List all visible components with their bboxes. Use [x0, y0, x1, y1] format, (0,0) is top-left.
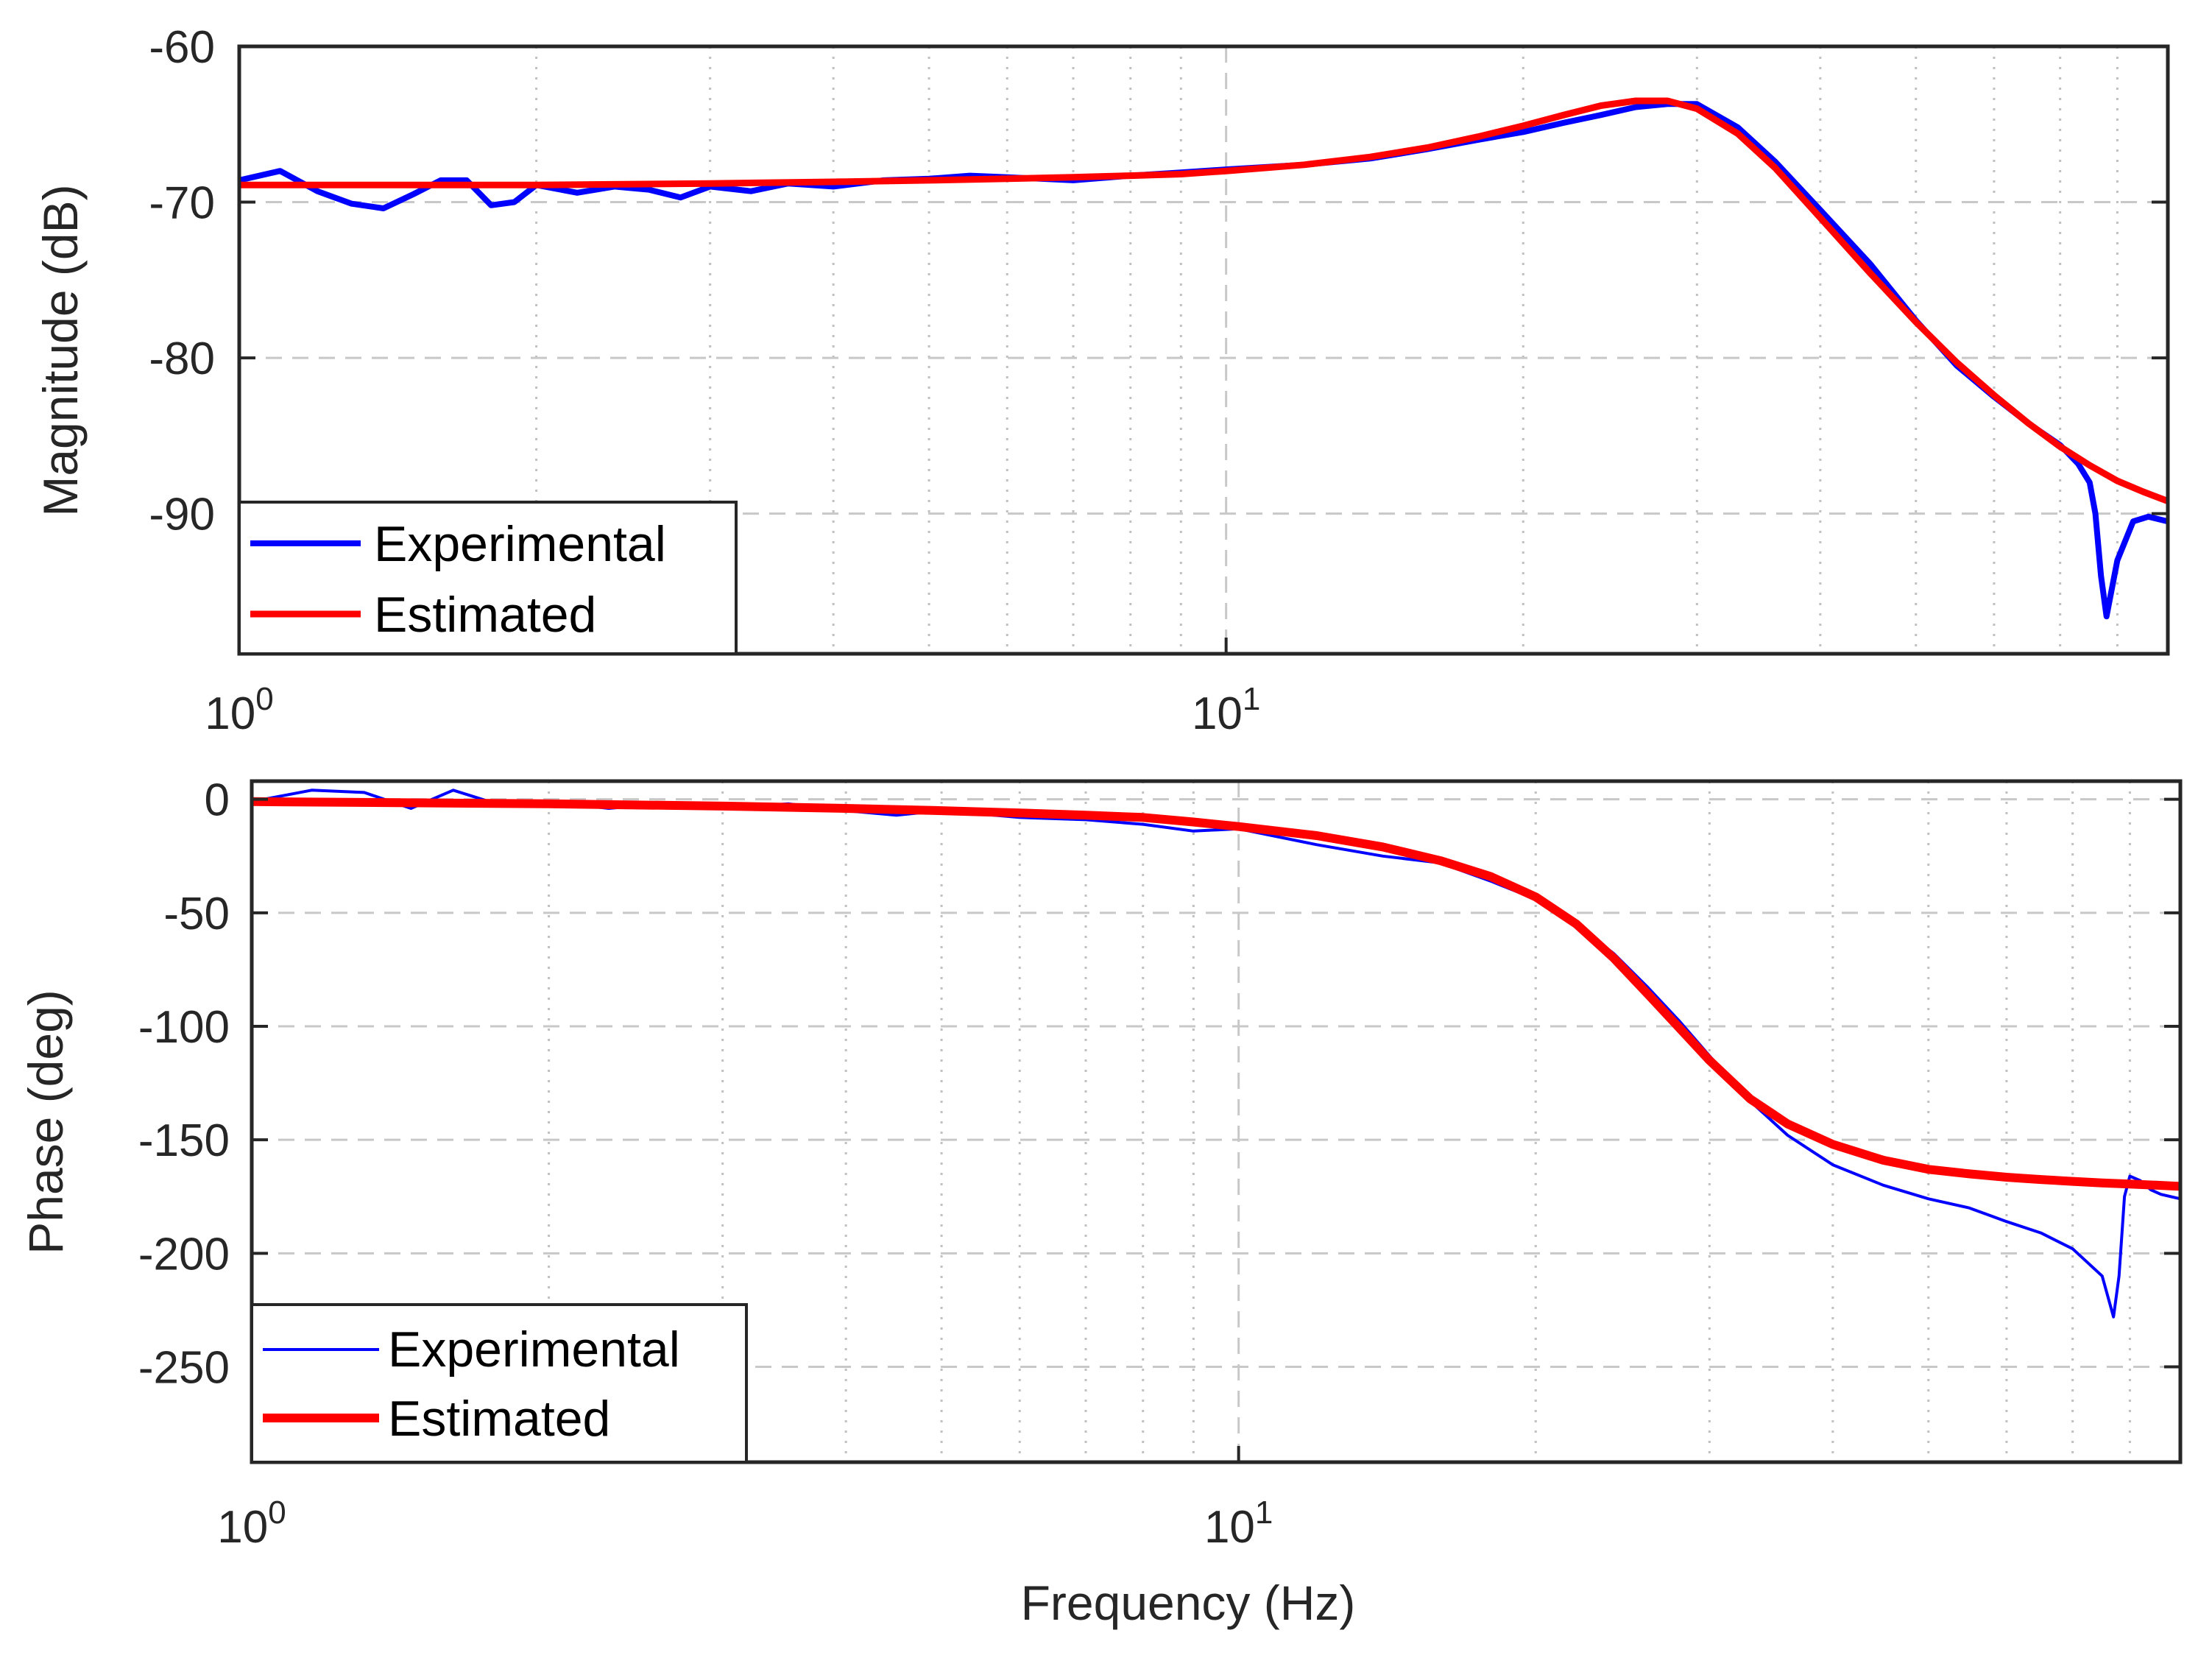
phase-legend: Experimental Estimated: [250, 1303, 748, 1464]
y-tick-label: -150: [138, 1115, 230, 1166]
y-tick-label: -100: [138, 1002, 230, 1053]
y-tick-label: -90: [149, 490, 215, 540]
magnitude-y-label: Magnitude (dB): [33, 184, 88, 516]
magnitude-series: [239, 97, 2168, 620]
magnitude-plot: 100 101 -60 -70 -80 -90 Magnitude (dB) Experi…: [33, 22, 2170, 739]
phase-y-label: Phase (deg): [18, 989, 73, 1255]
y-tick-label: -250: [138, 1343, 230, 1394]
series-line-estimated: [239, 97, 2168, 505]
magnitude-axes-box: [237, 44, 2170, 656]
x-tick-label: 101: [1204, 1495, 1273, 1553]
y-tick-label: 0: [205, 775, 230, 826]
magnitude-legend-estimated-label: Estimated: [374, 587, 596, 643]
magnitude-legend-experimental-label: Experimental: [374, 516, 666, 572]
magnitude-legend-box: [238, 501, 738, 655]
frequency-x-label: Frequency (Hz): [1021, 1576, 1356, 1630]
series-line-estimated: [252, 797, 2180, 1191]
phase-axes-box: [250, 779, 2183, 1464]
magnitude-ticks: 100 101 -60 -70 -80 -90: [149, 22, 2168, 739]
y-tick-label: -70: [149, 178, 215, 229]
y-tick-label: -80: [149, 334, 215, 384]
x-tick-label: 101: [1192, 681, 1260, 739]
x-tick-label: 100: [217, 1495, 286, 1553]
y-tick-label: -200: [138, 1229, 230, 1280]
y-tick-label: -60: [149, 22, 215, 73]
phase-legend-estimated-label: Estimated: [388, 1391, 610, 1447]
phase-ticks: 100 101 0 -50 -100 -150 -200 -250: [138, 775, 2180, 1553]
phase-plot: 100 101 0 -50 -100 -150 -200 -250 Phase (deg) E…: [18, 775, 2183, 1630]
y-tick-label: -50: [163, 889, 230, 939]
phase-legend-box: [250, 1303, 748, 1464]
magnitude-legend: Experimental Estimated: [238, 501, 738, 655]
x-tick-label: 100: [205, 681, 273, 739]
phase-series: [252, 789, 2180, 1319]
phase-legend-experimental-label: Experimental: [388, 1322, 680, 1377]
